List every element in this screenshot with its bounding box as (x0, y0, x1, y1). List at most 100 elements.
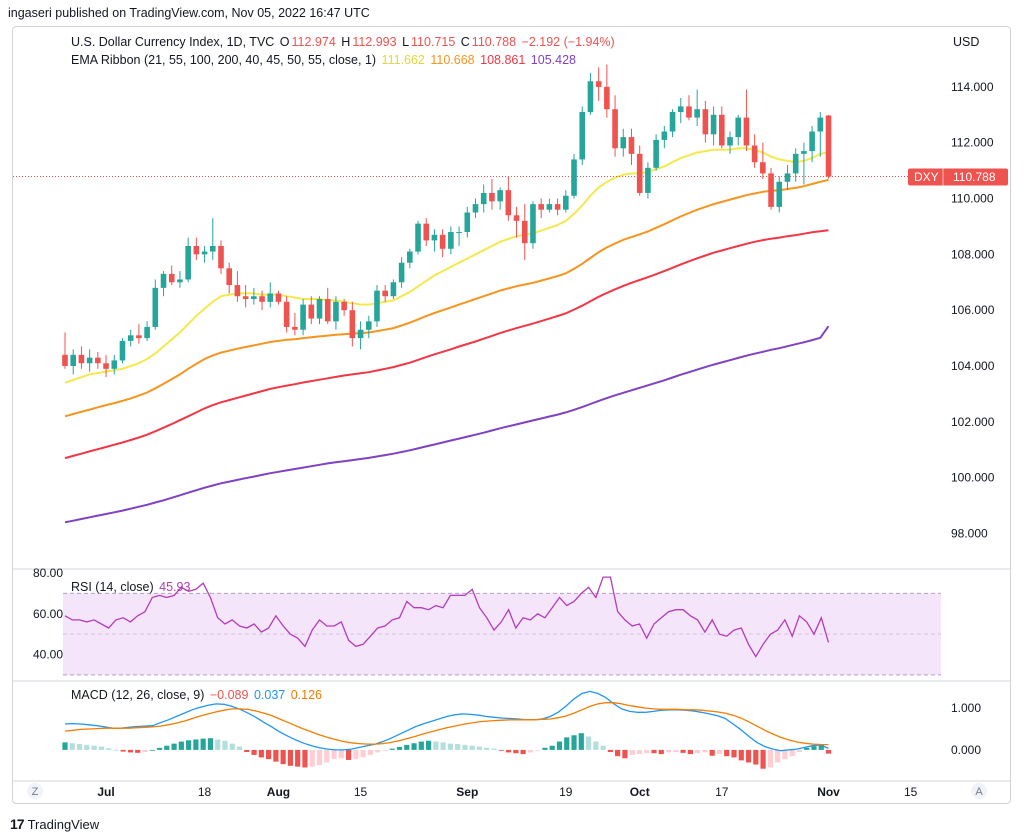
candle (727, 131, 733, 154)
candle (308, 296, 315, 325)
time-axis-tick: Sep (456, 785, 478, 799)
macd-axis-tick: 1.000 (951, 701, 981, 715)
candle (234, 271, 241, 302)
candle (760, 142, 766, 179)
candle (160, 271, 167, 297)
macd-histogram-bar (149, 749, 155, 751)
macd-histogram-bar (389, 748, 395, 750)
macd-histogram-bar (62, 742, 68, 750)
candle (357, 321, 364, 350)
macd-histogram-bar (535, 749, 541, 751)
time-axis-tick: Aug (267, 785, 290, 799)
candle (505, 176, 512, 221)
macd-histogram-bar (789, 749, 795, 757)
scale-button-label: A (975, 786, 983, 798)
candle-body (546, 204, 553, 210)
candle-body (160, 273, 167, 288)
candle-body (251, 296, 257, 300)
candle-body (505, 190, 512, 216)
candle-body (489, 192, 495, 202)
rsi-line (64, 576, 830, 658)
macd-histogram-bar (542, 747, 548, 750)
candle-body (242, 296, 249, 300)
ema200-value: 105.428 (530, 53, 576, 67)
candle (579, 106, 586, 166)
signal-value: 0.126 (290, 688, 322, 702)
ema-label: EMA Ribbon (21, 55, 100, 200, 40, 45, 50… (71, 53, 377, 67)
candle (661, 125, 668, 149)
candle-body (497, 190, 503, 202)
ema-legend: EMA Ribbon (21, 55, 100, 200, 40, 45, 50… (71, 53, 578, 67)
macd-histogram-bar (207, 738, 214, 750)
price-axis-tick: 108.000 (951, 247, 995, 261)
macd-histogram-bar (607, 749, 613, 752)
macd-histogram-bar (476, 746, 483, 750)
candle (776, 176, 783, 213)
candle-body (226, 268, 232, 286)
candle (604, 64, 610, 118)
macd-histogram-bar (69, 743, 75, 750)
candle (185, 237, 191, 283)
candle-body (111, 360, 118, 369)
currency-label: USD (953, 35, 980, 49)
candle (324, 287, 331, 325)
footer-brand: 17 TradingView (10, 816, 99, 832)
ema-line-ema-55 (64, 178, 829, 418)
macd-histogram-bar (455, 744, 461, 750)
low-value: 110.715 (411, 35, 456, 49)
macd-histogram-bar (215, 739, 221, 750)
high-label: H (341, 35, 351, 49)
macd-value: 0.037 (253, 688, 286, 702)
macd-histogram-bar (331, 749, 337, 760)
macd-histogram-bar (629, 749, 635, 755)
candle (472, 198, 479, 219)
macd-histogram-bar (404, 744, 410, 750)
macd-histogram-bar (280, 749, 286, 765)
macd-histogram-bar (425, 740, 432, 750)
candle-body (735, 117, 742, 138)
scale-button-right[interactable]: A (971, 783, 987, 799)
scale-button-label: Z (32, 786, 39, 798)
chart-canvas[interactable]: 98.000 100.000 102.000 104.000 106.000 108.00… (13, 27, 1011, 804)
price-tag-symbol: DXY (914, 170, 939, 184)
candle-body (702, 109, 709, 135)
macd-histogram-bar (753, 749, 759, 765)
candle (809, 125, 815, 163)
candle (768, 167, 774, 210)
candle-body (817, 117, 824, 132)
macd-histogram-bar (367, 749, 374, 755)
price-axis-tick: 114.000 (951, 80, 994, 94)
scale-button-bg (27, 783, 43, 799)
price-axis-tick: 104.000 (951, 359, 995, 373)
macd-histogram-bar (193, 739, 199, 750)
candle (267, 282, 274, 308)
candle (439, 229, 446, 258)
macd-histogram-bar (818, 744, 824, 750)
candle (546, 198, 553, 213)
candle-body (431, 234, 438, 241)
candle (521, 204, 528, 260)
macd-histogram-bar (513, 749, 519, 754)
candle (415, 220, 421, 255)
candle (801, 142, 807, 185)
candle-body (324, 299, 331, 322)
candle (686, 95, 692, 121)
time-axis-tick: Oct (630, 785, 650, 799)
candle (489, 178, 495, 210)
scale-button-left[interactable]: Z (27, 783, 43, 799)
time-axis-tick: Jul (97, 785, 114, 799)
symbol-name: U.S. Dollar Currency Index, 1D, TVC (71, 35, 275, 49)
time-axis-tick: 19 (559, 785, 573, 799)
macd-histogram-bar (484, 747, 490, 750)
candle (365, 315, 372, 339)
candle (669, 109, 676, 138)
macd-histogram-bar (244, 749, 250, 752)
price-tag: DXY 110.788 (908, 168, 1008, 186)
candle (119, 338, 126, 364)
hist-value: −0.089 (209, 688, 249, 702)
close-label: C (460, 35, 470, 49)
candle-body (768, 173, 774, 207)
candle (218, 240, 224, 274)
candle (448, 226, 454, 255)
rsi-axis-tick: 60.00 (33, 607, 63, 621)
